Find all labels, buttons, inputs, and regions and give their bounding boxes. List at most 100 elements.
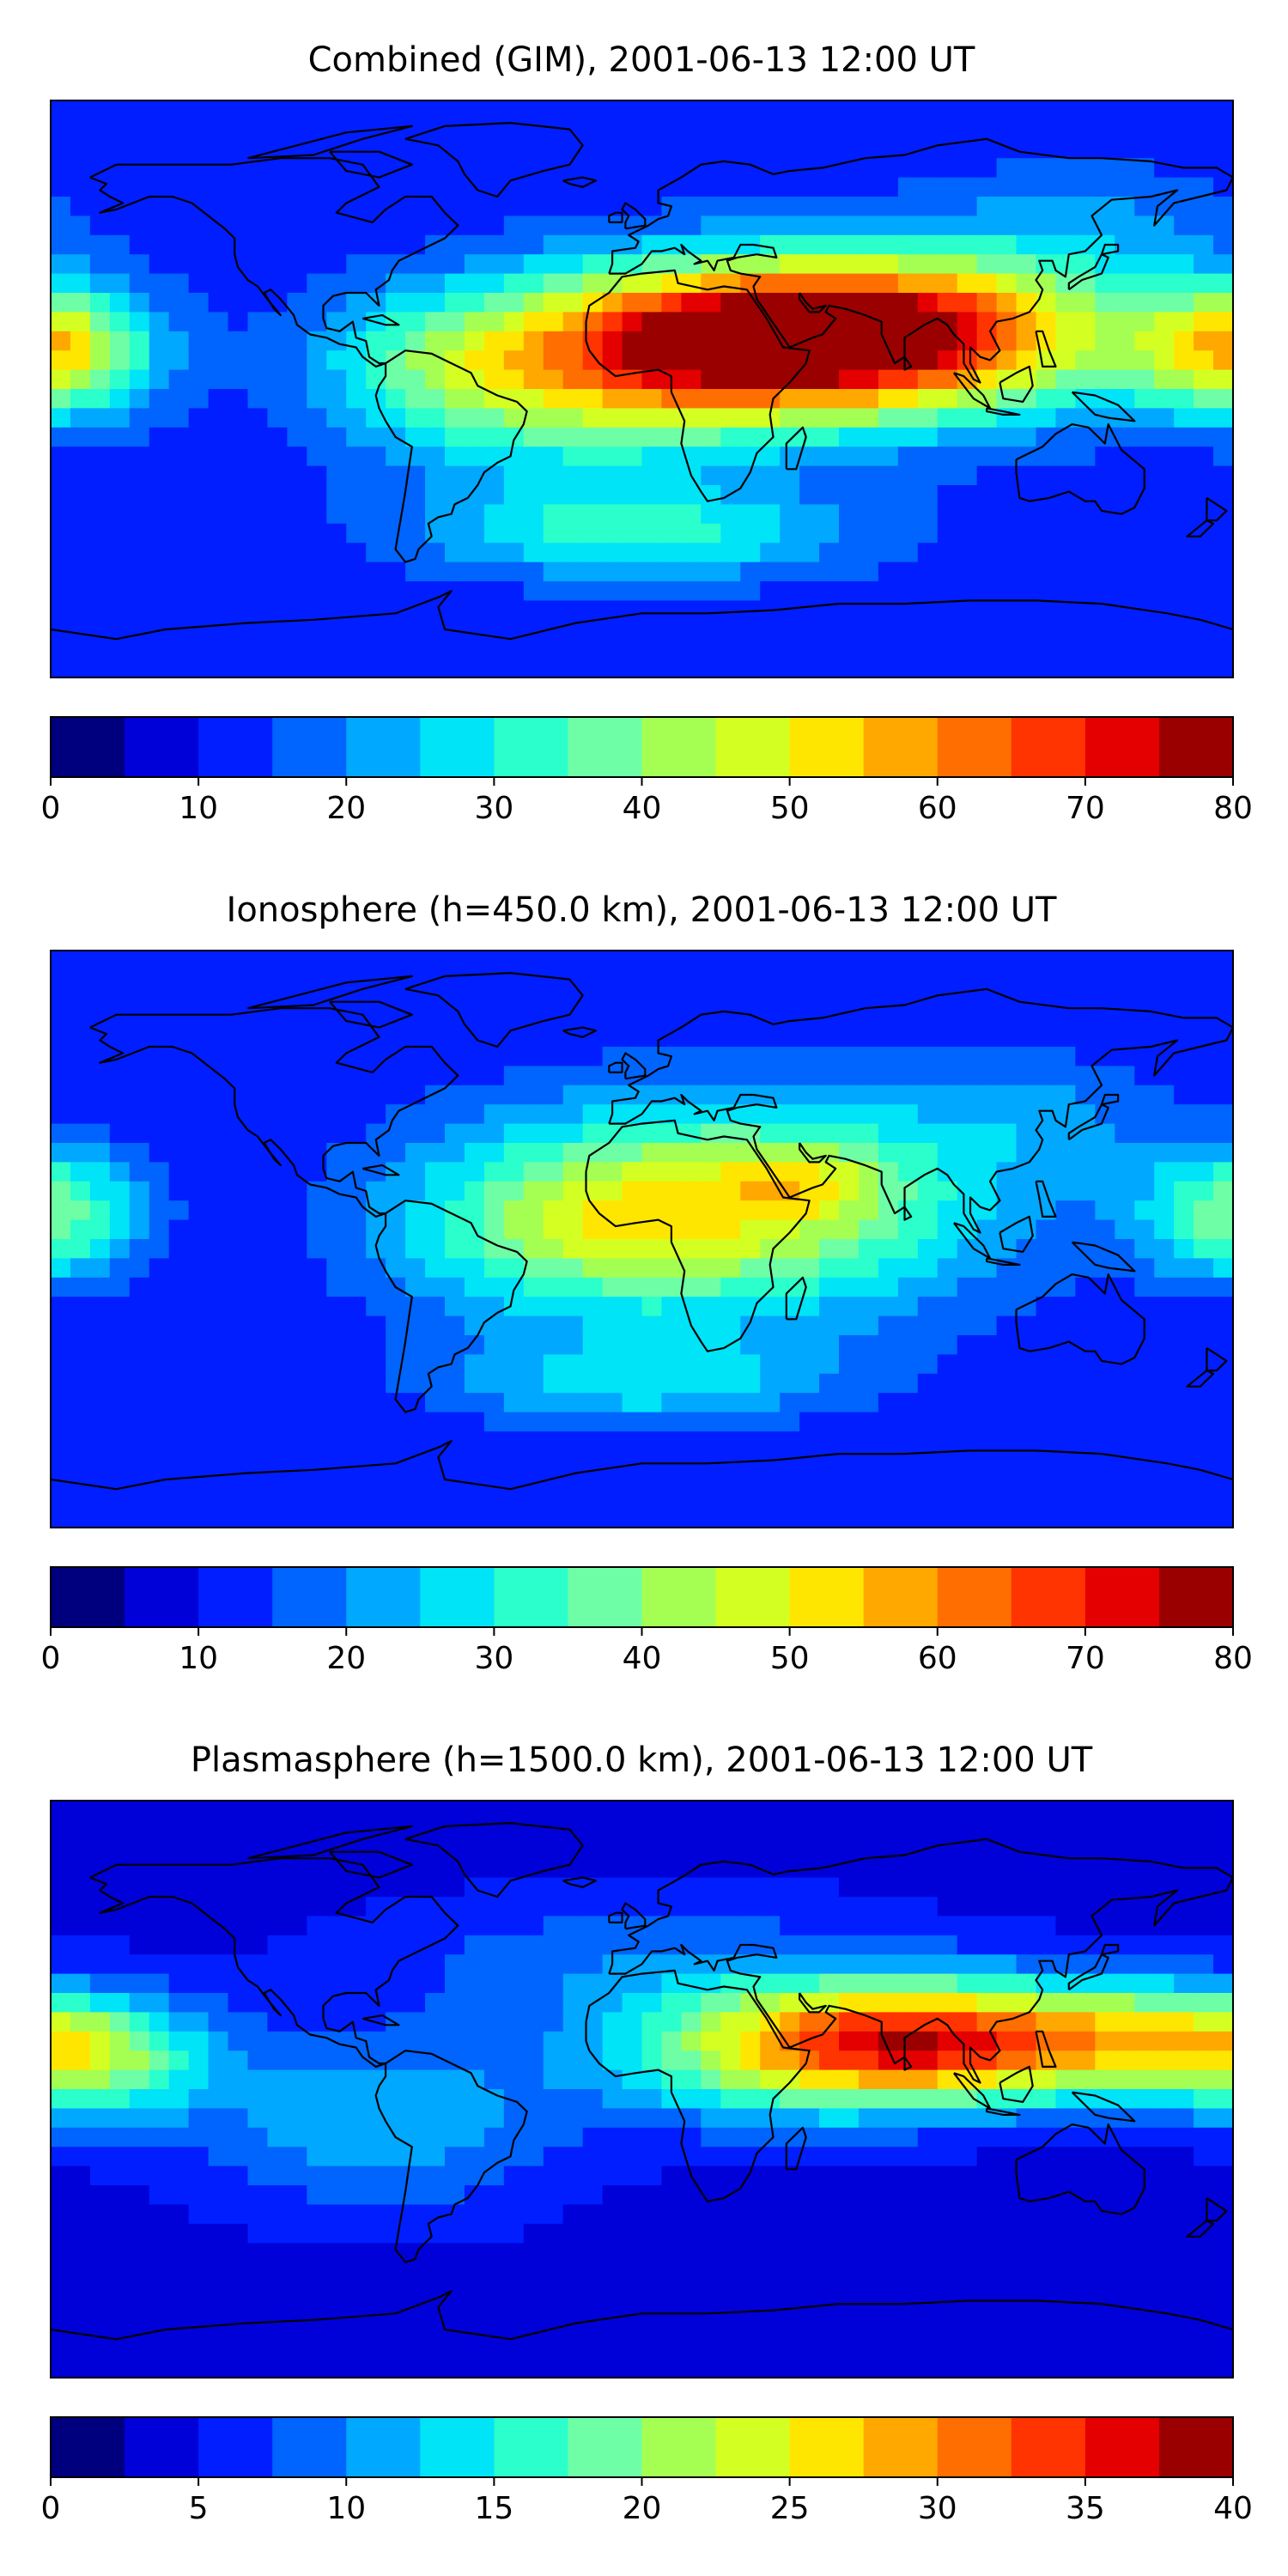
tec-cell bbox=[188, 1877, 210, 1898]
tec-cell bbox=[858, 1431, 879, 1451]
tec-cell bbox=[366, 639, 386, 659]
tec-cell bbox=[483, 293, 505, 313]
tec-cell bbox=[957, 523, 978, 544]
tec-cell bbox=[858, 658, 879, 677]
tec-cell bbox=[89, 2147, 111, 2167]
tec-cell bbox=[1115, 485, 1135, 505]
tec-cell bbox=[602, 2069, 623, 2090]
tec-cell bbox=[70, 1993, 91, 2013]
coastline bbox=[903, 356, 913, 371]
tec-cell bbox=[346, 2012, 367, 2032]
tec-cell bbox=[780, 369, 800, 390]
tec-cell bbox=[1016, 1123, 1037, 1144]
tec-cell bbox=[405, 1066, 426, 1086]
tec-cell bbox=[937, 369, 958, 390]
tec-cell bbox=[819, 2339, 840, 2360]
tec-cell bbox=[1016, 1508, 1037, 1528]
tec-cell bbox=[247, 523, 269, 544]
tec-cell bbox=[799, 1469, 820, 1490]
tec-cell bbox=[1055, 447, 1076, 467]
tec-cell bbox=[1213, 600, 1233, 621]
tec-cell bbox=[168, 2089, 190, 2109]
tec-cell bbox=[51, 658, 71, 677]
tec-cell bbox=[129, 1916, 150, 1936]
tec-cell bbox=[740, 447, 761, 467]
tec-cell bbox=[917, 350, 939, 371]
tec-cell bbox=[839, 2108, 860, 2129]
tec-cell bbox=[483, 1393, 505, 1413]
tec-cell bbox=[562, 2108, 584, 2129]
tec-cell bbox=[89, 1820, 111, 1840]
tec-cell bbox=[366, 1181, 386, 1201]
tec-cell bbox=[740, 504, 761, 525]
tec-cell bbox=[641, 1431, 663, 1451]
tec-cell bbox=[1174, 543, 1194, 563]
tec-cell bbox=[89, 2204, 111, 2225]
tec-cell bbox=[917, 581, 939, 601]
tec-cell bbox=[1134, 1181, 1155, 1201]
tec-cell bbox=[445, 465, 465, 486]
tec-cell bbox=[1055, 1412, 1076, 1432]
tec-cell bbox=[1075, 1123, 1096, 1144]
tec-cell bbox=[51, 1239, 71, 1259]
tec-cell bbox=[622, 1239, 643, 1259]
tec-cell bbox=[208, 2223, 229, 2244]
tec-cell bbox=[523, 1104, 544, 1125]
tec-cell bbox=[720, 1801, 741, 1820]
tec-cell bbox=[1194, 1354, 1214, 1375]
tec-cell bbox=[307, 1935, 327, 1955]
tec-cell bbox=[562, 447, 584, 467]
tec-cell bbox=[523, 1508, 544, 1528]
tec-cell bbox=[445, 2281, 465, 2301]
tec-cell bbox=[70, 273, 91, 294]
tec-cell bbox=[562, 2127, 584, 2148]
tec-cell bbox=[740, 1354, 761, 1375]
tec-cell bbox=[464, 331, 485, 351]
tec-cell bbox=[326, 1450, 347, 1471]
tec-cell bbox=[366, 1838, 386, 1859]
tec-cell bbox=[1213, 1373, 1233, 1394]
tec-cell bbox=[425, 408, 446, 428]
tec-cell bbox=[109, 1508, 131, 1528]
tec-cell bbox=[51, 1066, 71, 1086]
tec-cell bbox=[326, 1916, 347, 1936]
tec-cell bbox=[661, 1315, 682, 1336]
tec-cell bbox=[602, 1277, 623, 1297]
tec-cell bbox=[483, 389, 505, 409]
tec-cell bbox=[957, 1277, 978, 1297]
tec-cell bbox=[307, 1066, 327, 1086]
tec-cell bbox=[858, 312, 879, 332]
tec-cell bbox=[1174, 1027, 1194, 1048]
tec-cell bbox=[366, 523, 386, 544]
tec-cell bbox=[149, 369, 170, 390]
tec-cell bbox=[819, 119, 840, 140]
tec-cell bbox=[464, 1838, 485, 1859]
tec-cell bbox=[464, 2127, 485, 2148]
tec-cell bbox=[109, 2204, 131, 2225]
tec-cell bbox=[366, 1123, 386, 1144]
tec-cell bbox=[51, 639, 71, 659]
tec-cell bbox=[208, 639, 229, 659]
tec-cell bbox=[602, 331, 623, 351]
tec-cell bbox=[307, 562, 327, 582]
tec-cell bbox=[996, 1489, 1018, 1510]
tec-cell bbox=[307, 2147, 327, 2167]
tec-cell bbox=[188, 504, 210, 525]
tec-cell bbox=[405, 254, 426, 275]
tec-cell bbox=[386, 1123, 406, 1144]
coastline bbox=[585, 269, 811, 502]
tec-cell bbox=[1075, 234, 1096, 255]
tec-cell bbox=[228, 138, 249, 159]
tec-cell bbox=[957, 1469, 978, 1490]
tec-cell bbox=[267, 543, 288, 563]
tec-cell bbox=[228, 1258, 249, 1279]
tec-cell bbox=[1154, 273, 1175, 294]
tec-cell bbox=[89, 1393, 111, 1413]
tec-cell bbox=[819, 254, 840, 275]
tec-cell bbox=[858, 1315, 879, 1336]
tec-cell bbox=[897, 1450, 919, 1471]
tec-cell bbox=[760, 216, 781, 236]
tec-cell bbox=[188, 1239, 210, 1259]
tec-cell bbox=[740, 2185, 761, 2205]
tec-cell bbox=[464, 1181, 485, 1201]
